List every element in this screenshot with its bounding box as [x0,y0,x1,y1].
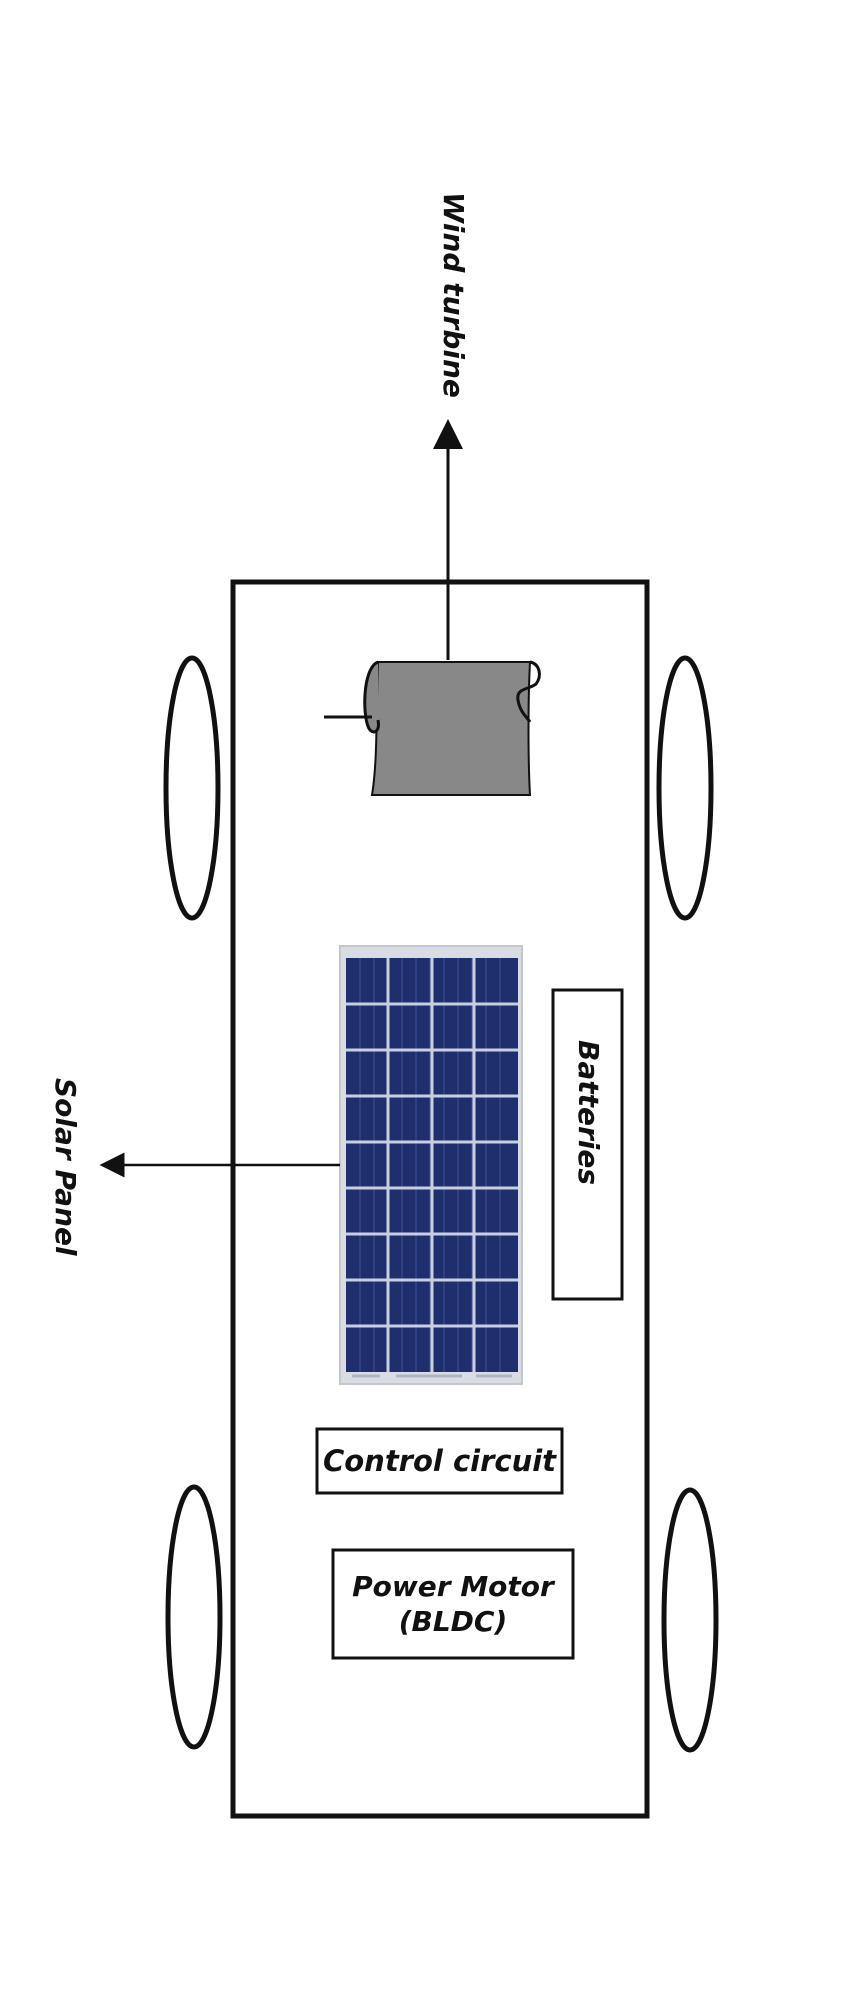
control-circuit-label: Control circuit [322,1443,557,1478]
wheel-front-left [163,655,221,921]
power-motor-label-line1: Power Motor [352,1570,554,1603]
control-circuit-box [315,1427,564,1495]
car-body [230,579,650,1819]
batteries-box [551,988,624,1301]
wheel-front-right [656,655,714,921]
wind-turbine-label: Wind turbine [437,192,470,398]
power-motor-label-line2: (BLDC) [398,1605,508,1638]
power-motor-box [331,1548,575,1660]
solar-panel-label: Solar Panel [49,1078,82,1256]
batteries-label: Batteries [572,1040,605,1186]
wind-turbine-icon [324,600,541,796]
power-motor-label: Power Motor (BLDC) [333,1550,573,1658]
wheel-rear-left [165,1484,223,1750]
solar-panel-icon [339,945,523,1385]
wheel-rear-right [661,1487,719,1753]
